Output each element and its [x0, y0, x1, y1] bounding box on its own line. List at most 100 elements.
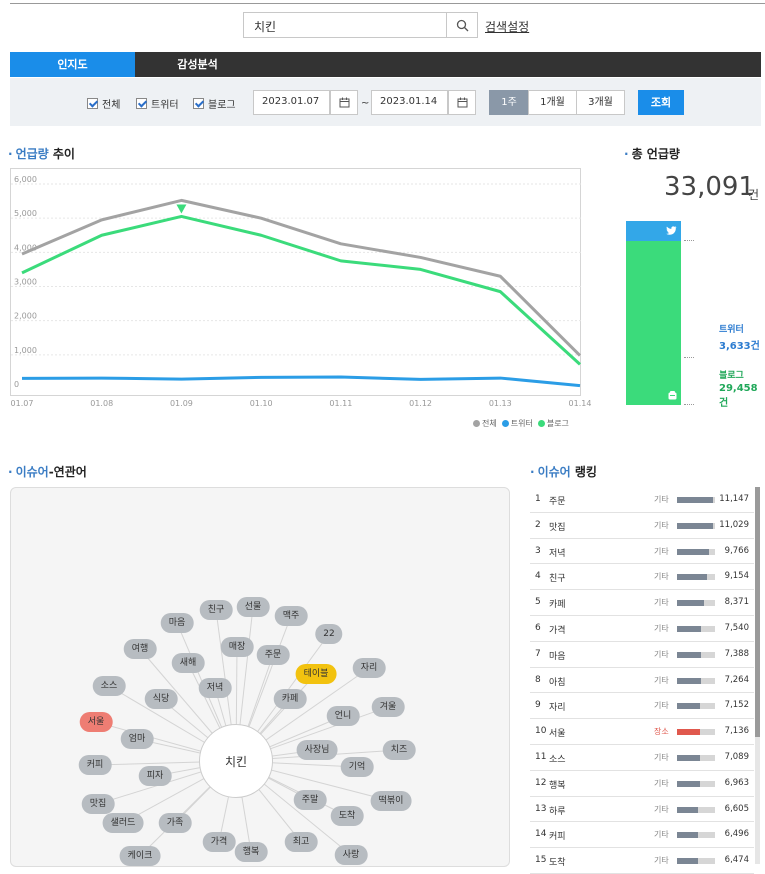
series-line [21, 375, 581, 388]
related-word-bubble[interactable]: 피자 [138, 766, 172, 786]
related-word-bubble[interactable]: 새해 [171, 653, 205, 673]
related-word-bubble[interactable]: 매장 [220, 637, 254, 657]
related-word-bubble[interactable]: 주말 [293, 790, 327, 810]
related-word-bubble[interactable]: 행복 [234, 842, 268, 862]
search-button[interactable] [446, 12, 478, 38]
twitter-total-label: 트위터 [719, 325, 744, 335]
end-calendar-button[interactable] [448, 90, 476, 115]
related-word-bubble[interactable]: 식당 [144, 689, 178, 709]
start-date-input[interactable]: 2023.01.07 [253, 90, 330, 115]
ranking-bar-track [677, 754, 715, 761]
total-count-unit: 건 [748, 188, 760, 202]
related-word-bubble[interactable]: 주문 [256, 645, 290, 665]
related-word-bubble[interactable]: 자리 [352, 658, 386, 678]
checkbox-twitter-box[interactable] [136, 98, 147, 109]
period-1week-button[interactable]: 1주 [489, 90, 529, 115]
ranking-row[interactable]: 13 하루 기타 6,605 [530, 797, 754, 823]
related-word-bubble[interactable]: 저녁 [198, 678, 232, 698]
ranking-row[interactable]: 2 맛집 기타 11,029 [530, 513, 754, 539]
related-word-bubble[interactable]: 서울 [79, 712, 113, 732]
related-word-bubble[interactable]: 최고 [284, 832, 318, 852]
related-word-bubble[interactable]: 도착 [330, 806, 364, 826]
ranking-count: 8,371 [724, 597, 749, 608]
query-button[interactable]: 조회 [638, 90, 684, 115]
related-word-bubble[interactable]: 커피 [78, 755, 112, 775]
ranking-bar-track [677, 780, 715, 787]
related-word-bubble[interactable]: 가격 [202, 832, 236, 852]
ranking-bar-fill [677, 729, 701, 736]
ranking-number: 6 [535, 622, 541, 633]
tab-sentiment[interactable]: 감성분석 [177, 58, 218, 71]
center-keyword-node[interactable]: 치킨 [199, 724, 273, 798]
related-word-bubble[interactable]: 언니 [326, 706, 360, 726]
ranking-row[interactable]: 14 커피 기타 6,496 [530, 822, 754, 849]
start-calendar-button[interactable] [330, 90, 358, 115]
filter-bar: 전체 트위터 블로그 2023.01.07 ~ 2023.01.14 1주 1개… [10, 78, 761, 126]
related-word-bubble[interactable]: 사장님 [296, 740, 338, 760]
ranking-bar-fill [677, 780, 700, 787]
ranking-number: 4 [535, 571, 541, 582]
y-tick-label: 2,000 [14, 312, 37, 321]
related-word-bubble[interactable]: 선물 [236, 597, 270, 617]
x-tick-label: 01.11 [329, 399, 352, 408]
related-word-bubble[interactable]: 친구 [199, 600, 233, 620]
ranking-category: 기타 [654, 520, 669, 530]
ranking-row[interactable]: 9 자리 기타 7,152 [530, 693, 754, 720]
related-word-bubble[interactable]: 사랑 [334, 845, 368, 865]
period-1month-button[interactable]: 1개월 [528, 90, 577, 115]
trend-title: · 언급량 추이 [8, 147, 75, 161]
ranking-title-highlight: 이슈어 [537, 465, 571, 479]
related-word-bubble[interactable]: 케이크 [119, 846, 161, 866]
ranking-row[interactable]: 1 주문 기타 11,147 [530, 487, 754, 513]
checkbox-blog-box[interactable] [193, 98, 204, 109]
ranking-count: 6,605 [724, 803, 749, 814]
related-word-bubble[interactable]: 카페 [273, 689, 307, 709]
related-word-bubble[interactable]: 여행 [123, 639, 157, 659]
ranking-number: 9 [535, 700, 541, 711]
ranking-row[interactable]: 12 행복 기타 6,963 [530, 771, 754, 797]
end-date-input[interactable]: 2023.01.14 [371, 90, 448, 115]
ranking-row[interactable]: 15 도착 기타 6,474 [530, 848, 754, 874]
tab-awareness[interactable]: 인지도 [10, 52, 135, 77]
period-3month-button[interactable]: 3개월 [576, 90, 625, 115]
checkbox-blog[interactable]: 블로그 [193, 96, 236, 111]
related-word-bubble[interactable]: 소스 [92, 676, 126, 696]
ranking-row[interactable]: 11 소스 기타 7,089 [530, 745, 754, 771]
ranking-title: · 이슈어 랭킹 [530, 465, 597, 479]
related-word-bubble[interactable]: 엄마 [120, 729, 154, 749]
legend-label-twitter: 트위터 [510, 419, 533, 428]
search-input[interactable]: 치킨 [243, 12, 447, 38]
checkbox-all[interactable]: 전체 [87, 96, 120, 111]
related-word-bubble[interactable]: 떡볶이 [370, 791, 412, 811]
ranking-scrollbar[interactable] [755, 487, 760, 864]
ranking-row[interactable]: 6 가격 기타 7,540 [530, 616, 754, 642]
checkbox-twitter[interactable]: 트위터 [136, 96, 179, 111]
ranking-row[interactable]: 4 친구 기타 9,154 [530, 564, 754, 591]
related-word-bubble[interactable]: 맥주 [274, 606, 308, 626]
ranking-scrollbar-thumb[interactable] [755, 487, 760, 737]
ranking-row[interactable]: 5 카페 기타 8,371 [530, 590, 754, 616]
legend-item-all[interactable]: 전체 [473, 418, 497, 429]
ranking-row[interactable]: 7 마음 기타 7,388 [530, 642, 754, 668]
related-word-bubble[interactable]: 맛집 [81, 794, 115, 814]
legend-item-blog[interactable]: 블로그 [537, 418, 569, 429]
related-word-bubble[interactable]: 겨울 [371, 697, 405, 717]
legend-item-twitter[interactable]: 트위터 [501, 418, 533, 429]
related-word-bubble[interactable]: 샐러드 [102, 813, 144, 833]
checkbox-all-box[interactable] [87, 98, 98, 109]
peak-marker [176, 204, 187, 214]
x-tick-label: 01.14 [569, 399, 592, 408]
ranking-category: 기타 [654, 546, 669, 556]
related-word-bubble[interactable]: 마음 [160, 613, 194, 633]
ranking-row[interactable]: 3 저녁 기타 9,766 [530, 539, 754, 565]
related-word-bubble[interactable]: 가족 [158, 813, 192, 833]
related-word-bubble[interactable]: 기억 [340, 757, 374, 777]
related-word-bubble[interactable]: 테이블 [295, 664, 337, 684]
related-word-bubble[interactable]: 치즈 [382, 740, 416, 760]
search-setting-link[interactable]: 검색설정 [485, 20, 530, 34]
ranking-bar-track [677, 832, 715, 839]
ranking-row[interactable]: 10 서울 장소 7,136 [530, 719, 754, 745]
ranking-bar-fill [677, 600, 705, 607]
related-word-bubble[interactable]: 22 [315, 624, 343, 644]
ranking-row[interactable]: 8 아침 기타 7,264 [530, 668, 754, 694]
